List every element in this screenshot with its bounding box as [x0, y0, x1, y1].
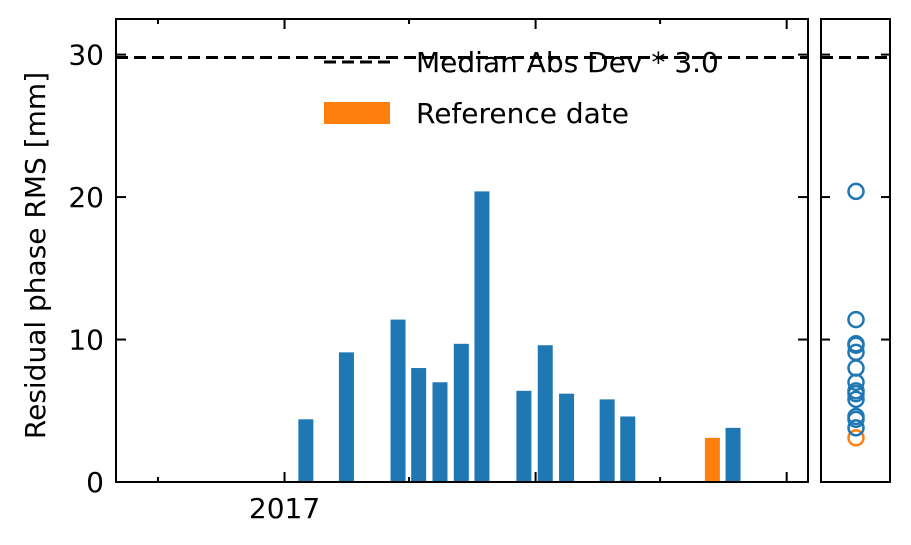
- bar: [516, 390, 532, 482]
- y-tick-label: 0: [86, 466, 104, 499]
- point: [847, 419, 865, 437]
- point: [847, 390, 865, 409]
- point: [847, 384, 865, 403]
- y-tick-label: 20: [68, 181, 104, 214]
- legend-reference-label: Reference date: [416, 97, 629, 130]
- bar-group: [298, 191, 741, 482]
- bar: [338, 352, 354, 482]
- side-plot-frame: [820, 18, 891, 483]
- bar: [537, 345, 553, 482]
- point-reference: [847, 429, 865, 447]
- bar: [474, 191, 490, 482]
- legend: Median Abs Dev * 3.0 Reference date: [324, 46, 719, 130]
- bar: [411, 368, 427, 482]
- bar: [559, 393, 575, 482]
- point: [847, 373, 865, 392]
- point: [847, 336, 865, 354]
- bar: [390, 319, 406, 482]
- side-axis-ticks: [821, 53, 890, 483]
- bar: [298, 419, 314, 482]
- point-group: [847, 182, 865, 447]
- main-axis-ticks: 0 10 20 30 2017: [68, 19, 808, 525]
- bar: [599, 399, 615, 482]
- legend-threshold-label: Median Abs Dev * 3.0: [416, 46, 719, 79]
- bar: [725, 427, 741, 482]
- legend-reference-swatch: [324, 102, 390, 124]
- x-tick-label: 2017: [249, 492, 320, 525]
- y-axis-label: Residual phase RMS [mm]: [19, 72, 52, 439]
- y-tick-label: 30: [68, 39, 104, 72]
- y-tick-label: 10: [68, 324, 104, 357]
- point: [847, 182, 865, 201]
- point: [847, 407, 865, 426]
- main-plot-frame: [115, 18, 809, 483]
- bar: [620, 416, 636, 482]
- point: [847, 359, 865, 377]
- point: [847, 310, 865, 329]
- bar: [432, 382, 448, 482]
- distribution-plot: [820, 18, 891, 483]
- bar-reference: [704, 437, 720, 482]
- bar: [453, 343, 469, 482]
- main-plot: 0 10 20 30 2017 Residual phase RMS [mm] Medi…: [19, 18, 809, 525]
